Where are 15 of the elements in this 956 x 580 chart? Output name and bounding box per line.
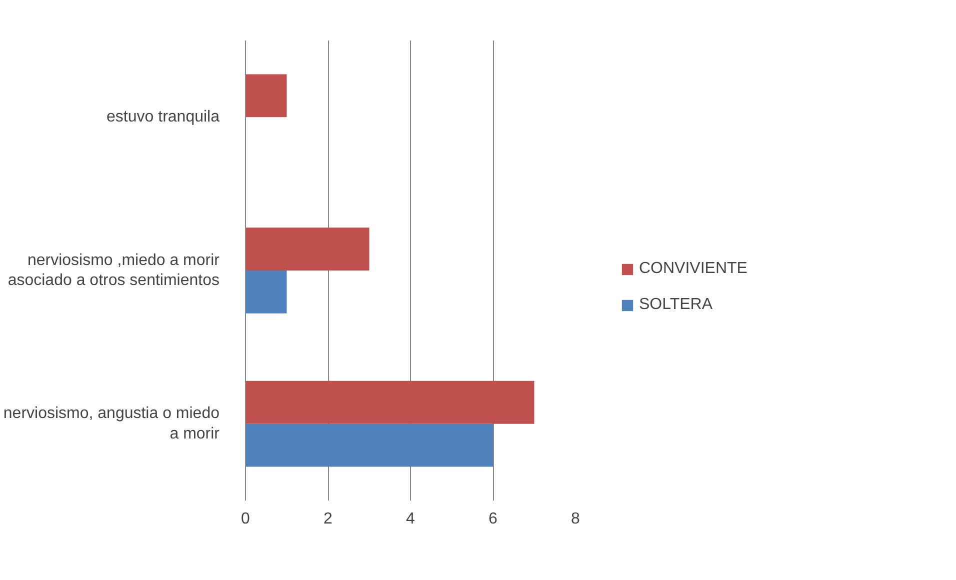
legend-label: CONVIVIENTE bbox=[639, 260, 748, 278]
x-tick-label: 0 bbox=[241, 510, 250, 528]
y-tick-label: nerviosismo ,miedo a morir asociado a otros sentimientos bbox=[8, 252, 220, 290]
bar bbox=[246, 380, 534, 424]
x-tick-label: 4 bbox=[406, 510, 416, 528]
bar bbox=[246, 270, 287, 314]
legend-label: SOLTERA bbox=[639, 296, 712, 314]
x-tick-label: 2 bbox=[324, 510, 333, 528]
bar bbox=[246, 228, 370, 270]
y-tick-label: estuvo tranquila bbox=[106, 108, 220, 126]
y-tick-label: nerviosismo, angustia o miedo a morir bbox=[3, 405, 220, 443]
bar bbox=[246, 424, 493, 467]
x-tick-label: 8 bbox=[571, 510, 580, 528]
x-tick-label: 6 bbox=[488, 510, 498, 528]
bar bbox=[246, 74, 287, 118]
